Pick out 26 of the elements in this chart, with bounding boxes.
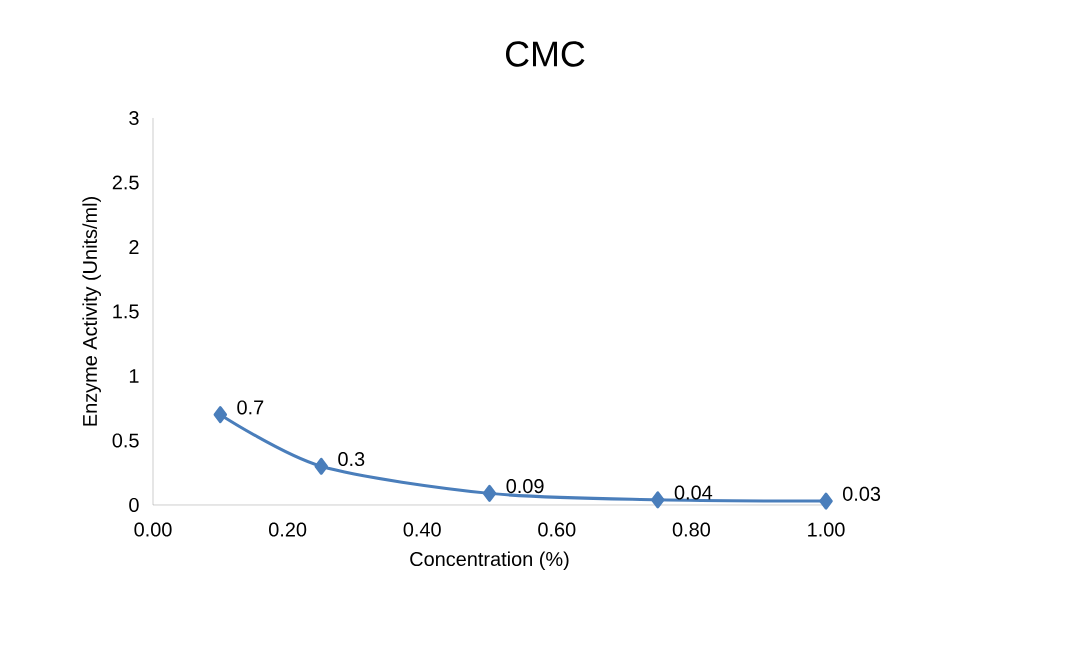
y-tick-label: 0 — [129, 497, 139, 513]
data-label: 0.3 — [338, 451, 365, 467]
y-tick-label: 1.5 — [113, 304, 139, 319]
point — [819, 492, 833, 510]
y-tick-label: 1 — [129, 369, 139, 383]
x-tick-label: 0.20 — [269, 522, 307, 537]
data-label: 0.09 — [506, 479, 544, 494]
x-tick-label: 1.00 — [808, 522, 845, 537]
point — [314, 457, 329, 475]
point — [482, 484, 497, 502]
y-tick-label: 2.5 — [112, 175, 139, 190]
point — [651, 491, 665, 509]
chart-title: CMC — [505, 41, 585, 67]
x-tick-label: 0.60 — [538, 522, 576, 537]
y-tick-label: 0.5 — [112, 433, 139, 448]
y-tick-label: 2 — [129, 240, 139, 254]
data-label: 0.03 — [842, 486, 881, 501]
x-tick-label: 0.80 — [672, 522, 711, 537]
point — [213, 406, 228, 424]
x-tick-label: 0.40 — [403, 522, 441, 537]
data-label: 0.04 — [674, 485, 713, 500]
x-axis-title: Concentration (%) — [410, 551, 569, 571]
data-label: 0.7 — [237, 400, 264, 415]
y-tick-label: 3 — [129, 110, 139, 126]
y-axis-title: Enzyme Activity (Units/ml) — [82, 197, 101, 426]
x-tick-label: 0.00 — [134, 522, 172, 537]
